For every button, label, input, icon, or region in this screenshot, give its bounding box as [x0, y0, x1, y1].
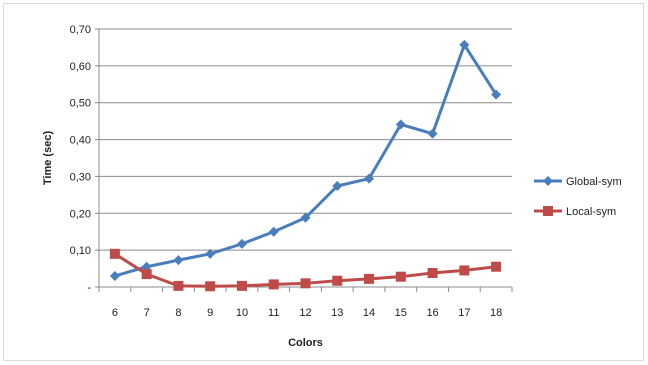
data-point-global-sym — [491, 89, 502, 100]
y-tick-label: 0,70 — [70, 24, 91, 36]
data-point-global-sym — [364, 173, 375, 184]
data-point-local-sym — [173, 280, 184, 291]
gridlines — [99, 28, 512, 251]
x-axis-title: Colors — [288, 337, 323, 349]
data-point-local-sym — [332, 275, 343, 286]
data-point-global-sym — [236, 238, 247, 249]
legend-item-local-sym: Local-sym — [534, 206, 616, 218]
series-line-global-sym — [114, 43, 498, 278]
series-global-sym — [109, 39, 502, 281]
y-tick-label: 0,20 — [70, 208, 91, 220]
legend-item-global-sym: Global-sym — [534, 176, 622, 188]
x-tick-label: 8 — [175, 307, 181, 319]
x-tick-label: 6 — [112, 307, 118, 319]
legend-marker-global-sym — [543, 176, 553, 186]
data-point-global-sym — [205, 248, 216, 259]
x-tick-label: 14 — [363, 307, 375, 319]
legend-label-global-sym: Global-sym — [566, 176, 622, 188]
y-tick-label: - — [87, 282, 91, 294]
y-axis-title: Time (sec) — [42, 131, 54, 186]
series-local-sym — [109, 248, 502, 292]
x-tick-label: 12 — [299, 307, 311, 319]
x-tick-label: 15 — [395, 307, 407, 319]
x-tick-label: 17 — [458, 307, 470, 319]
legend-marker-local-sym — [543, 206, 553, 216]
data-point-global-sym — [173, 255, 184, 266]
y-tick-label: 0,30 — [70, 171, 91, 183]
data-point-global-sym — [332, 181, 343, 192]
x-tick-label: 16 — [426, 307, 438, 319]
data-point-global-sym — [395, 119, 406, 130]
data-point-local-sym — [395, 271, 406, 282]
y-tick-label: 0,10 — [70, 245, 91, 257]
x-tick-label: 9 — [207, 307, 213, 319]
x-tick-label: 11 — [268, 307, 279, 319]
data-point-local-sym — [491, 261, 502, 272]
x-tick-label: 10 — [236, 307, 248, 319]
legend-label-local-sym: Local-sym — [566, 206, 616, 218]
data-point-global-sym — [268, 226, 279, 237]
legend: Global-sym Local-sym — [534, 176, 622, 218]
y-tick-label: 0,50 — [70, 98, 91, 110]
series-lines — [109, 39, 502, 292]
chart-frame: - 0,10 0,20 0,30 0,40 0,50 0,60 0,70 6 7 8 9 10 11 12 1… — [3, 3, 644, 361]
data-point-local-sym — [427, 267, 438, 278]
x-tick-label: 7 — [144, 307, 150, 319]
data-point-global-sym — [109, 270, 120, 281]
data-point-local-sym — [300, 278, 311, 289]
data-point-local-sym — [364, 273, 375, 284]
data-point-global-sym — [459, 39, 470, 50]
x-tick-label: 13 — [331, 307, 343, 319]
data-point-local-sym — [459, 265, 470, 276]
y-tick-label: 0,60 — [70, 61, 91, 73]
data-point-global-sym — [427, 128, 438, 139]
axes: - 0,10 0,20 0,30 0,40 0,50 0,60 0,70 6 7 8 9 10 11 12 1… — [70, 24, 513, 319]
data-point-global-sym — [300, 212, 311, 223]
y-tick-label: 0,40 — [70, 135, 91, 147]
data-point-local-sym — [236, 280, 247, 291]
data-point-local-sym — [109, 248, 120, 259]
data-point-local-sym — [141, 269, 152, 280]
data-point-local-sym — [205, 281, 216, 292]
x-tick-label: 18 — [490, 307, 502, 319]
line-chart: - 0,10 0,20 0,30 0,40 0,50 0,60 0,70 6 7 8 9 10 11 12 1… — [42, 24, 622, 349]
data-point-local-sym — [268, 279, 279, 290]
